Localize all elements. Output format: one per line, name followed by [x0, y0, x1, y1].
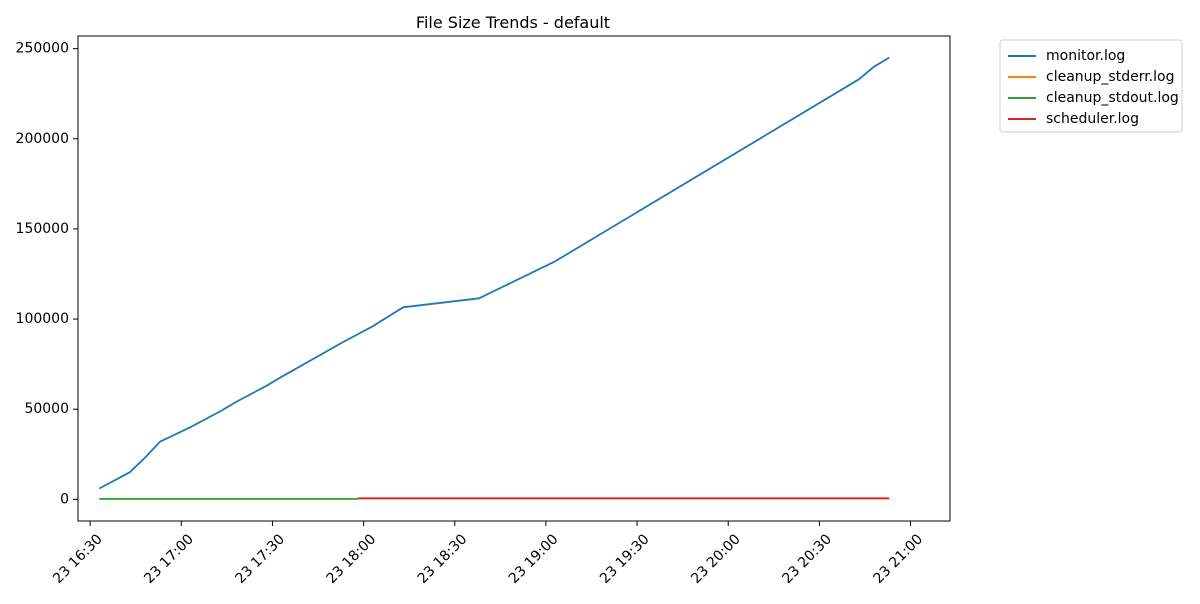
y-tick-label: 50000 [24, 401, 69, 417]
y-tick-label: 200000 [16, 131, 69, 147]
plot-area-frame [77, 35, 951, 522]
y-tick-label: 250000 [16, 41, 69, 57]
y-axis: 0 50000 100000 150000 200000 250000 [16, 41, 78, 507]
x-tick-label: 23 17:00 [141, 531, 197, 587]
legend-label: scheduler.log [1046, 111, 1139, 127]
x-tick-label: 23 20:30 [779, 531, 835, 587]
y-tick-label: 100000 [16, 311, 69, 327]
series-lines [98, 56, 890, 500]
x-tick-label: 23 20:00 [688, 531, 744, 587]
legend-box [999, 39, 1183, 133]
series-line-monitor-log [98, 56, 890, 490]
y-tick-label: 150000 [16, 221, 69, 237]
x-axis: 23 16:30 23 17:00 23 17:30 23 18:00 23 18:30… [50, 521, 926, 587]
x-tick-label: 23 18:00 [324, 531, 380, 587]
x-tick-label: 23 17:30 [232, 531, 288, 587]
chart-title: File Size Trends - default [416, 13, 610, 32]
legend-label: monitor.log [1046, 48, 1125, 64]
x-tick-label: 23 16:30 [50, 531, 106, 587]
legend-label: cleanup_stderr.log [1046, 69, 1174, 85]
legend-label: cleanup_stdout.log [1046, 90, 1179, 106]
legend-items: monitor.log cleanup_stderr.log cleanup_std… [1008, 48, 1179, 127]
x-tick-label: 23 19:30 [597, 531, 653, 587]
y-tick-label: 0 [60, 491, 69, 507]
x-tick-label: 23 19:00 [506, 531, 562, 587]
legend[interactable]: monitor.log cleanup_stderr.log cleanup_std… [999, 39, 1183, 133]
x-tick-label: 23 18:30 [415, 531, 471, 587]
x-tick-label: 23 21:00 [871, 531, 927, 587]
